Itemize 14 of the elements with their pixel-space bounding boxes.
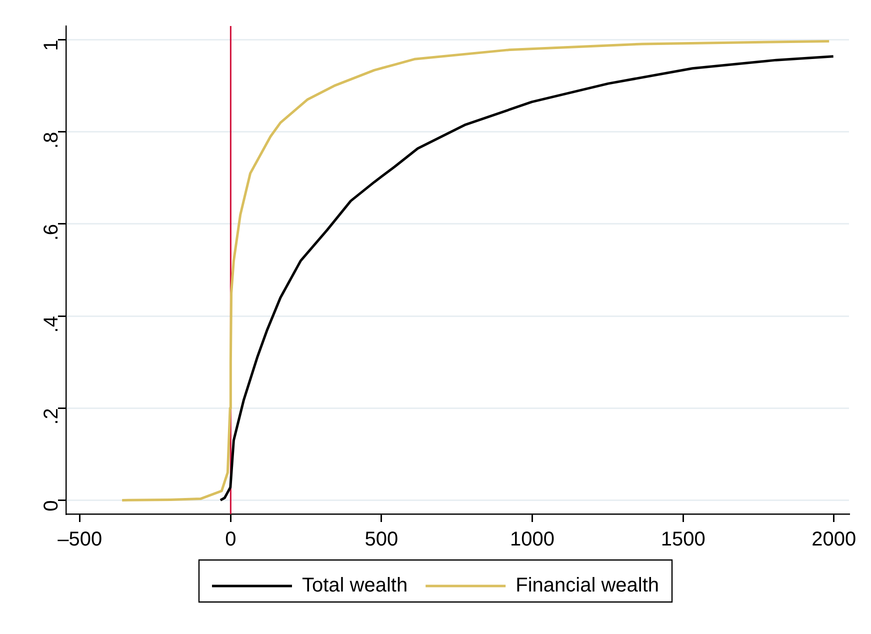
y-tick-label: .6: [40, 224, 63, 241]
x-tick-label: 500: [364, 528, 398, 551]
y-tick-label: 1: [40, 40, 63, 51]
x-tick-label: 2000: [812, 528, 856, 551]
y-tick-label: 0: [40, 500, 63, 512]
y-tick-label: .8: [40, 132, 63, 149]
legend-label: Financial wealth: [516, 574, 660, 597]
x-tick-label: 1000: [510, 528, 555, 551]
x-tick-label: 0: [225, 528, 236, 551]
legend-label: Total wealth: [302, 574, 408, 597]
y-tick-label: .4: [40, 316, 63, 333]
x-tick-label: 1500: [660, 528, 706, 551]
x-tick-label: –500: [58, 528, 102, 551]
y-tick-label: .2: [40, 408, 63, 425]
